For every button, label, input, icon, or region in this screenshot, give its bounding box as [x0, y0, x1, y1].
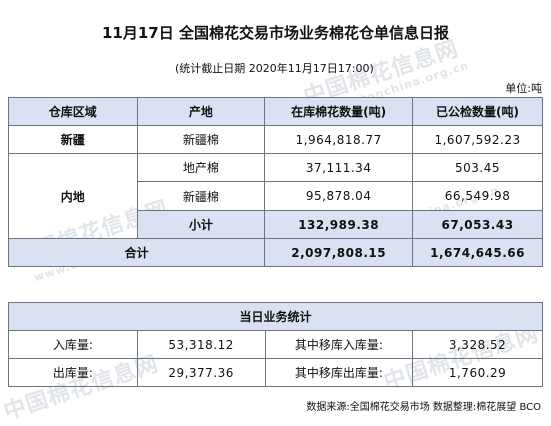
- outbound-value: 29,377.36: [136, 358, 266, 387]
- region-inland: 内地: [8, 153, 138, 239]
- transfer-outbound-value: 1,760.29: [412, 358, 543, 387]
- origin-cell: 地产棉: [136, 153, 266, 182]
- transfer-inbound-value: 3,328.52: [412, 330, 543, 359]
- inspected-cell: 66,549.98: [412, 181, 543, 211]
- inbound-label: 入库量:: [8, 330, 138, 359]
- stock-cell: 95,878.04: [264, 181, 414, 211]
- transfer-inbound-label: 其中移库入库量:: [264, 330, 414, 359]
- report-title: 11月17日 全国棉花交易市场业务棉花仓单信息日报: [102, 24, 449, 42]
- header-origin: 产地: [136, 97, 266, 126]
- header-inspected: 已公检数量(吨): [412, 97, 543, 126]
- origin-cell: 新疆棉: [136, 125, 266, 154]
- unit-label: 单位:吨: [505, 82, 542, 95]
- inspected-cell: 1,607,592.23: [412, 125, 543, 154]
- warehouse-receipt-table: 仓库区域 产地 在库棉花数量(吨) 已公检数量(吨) 新疆 新疆棉 1,964,…: [7, 97, 543, 267]
- stock-cell: 37,111.34: [264, 153, 414, 182]
- inspected-cell: 503.45: [412, 153, 543, 182]
- table-row: 出库量: 29,377.36 其中移库出库量: 1,760.29: [8, 358, 543, 387]
- inbound-value: 53,318.12: [136, 330, 266, 359]
- daily-title: 当日业务统计: [8, 302, 543, 331]
- total-inspected: 1,674,645.66: [412, 238, 543, 267]
- header-stock: 在库棉花数量(吨): [264, 97, 414, 126]
- header-region: 仓库区域: [8, 97, 138, 126]
- total-row: 合计 2,097,808.15 1,674,645.66: [7, 238, 543, 267]
- outbound-label: 出库量:: [8, 358, 138, 387]
- daily-business-table: 当日业务统计 入库量: 53,318.12 其中移库入库量: 3,328.52 …: [8, 302, 543, 387]
- transfer-outbound-label: 其中移库出库量:: [264, 358, 414, 387]
- table-row: 新疆 新疆棉 1,964,818.77 1,607,592.23: [8, 125, 543, 154]
- origin-cell: 新疆棉: [136, 181, 266, 211]
- subtotal-label: 小计: [136, 210, 266, 239]
- table-row: 内地 地产棉 37,111.34 503.45: [8, 153, 543, 239]
- subtotal-inspected: 67,053.43: [412, 210, 543, 239]
- total-stock: 2,097,808.15: [264, 238, 414, 267]
- stock-cell: 1,964,818.77: [264, 125, 414, 154]
- daily-title-row: 当日业务统计: [8, 302, 543, 331]
- table-header-row: 仓库区域 产地 在库棉花数量(吨) 已公检数量(吨): [8, 97, 543, 126]
- total-label: 合计: [7, 238, 266, 267]
- region-xinjiang: 新疆: [8, 125, 138, 154]
- data-source-footer: 数据来源:全国棉花交易市场 数据整理:棉花展望 BCO: [306, 402, 541, 413]
- subtotal-stock: 132,989.38: [264, 210, 414, 239]
- table-row: 新疆棉 95,878.04 66,549.98: [9, 181, 543, 211]
- report-subtitle: (统计截止日期 2020年11月17日17:00): [175, 62, 374, 75]
- table-row: 入库量: 53,318.12 其中移库入库量: 3,328.52: [8, 330, 543, 359]
